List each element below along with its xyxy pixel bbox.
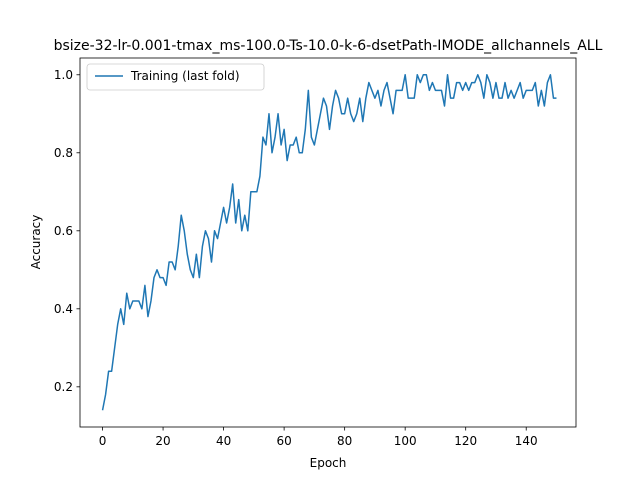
x-tick-label: 40 (216, 434, 231, 448)
y-tick-label: 0.4 (54, 302, 73, 316)
y-tick-label: 1.0 (54, 68, 73, 82)
y-tick-label: 0.6 (54, 224, 73, 238)
x-tick-label: 60 (276, 434, 291, 448)
y-tick-label: 0.8 (54, 146, 73, 160)
x-tick-label: 20 (155, 434, 170, 448)
y-tick-label: 0.2 (54, 380, 73, 394)
x-axis: 0 20 40 60 80 100 120 140 (99, 427, 538, 448)
chart-title: bsize-32-lr-0.001-tmax_ms-100.0-Ts-10.0-… (54, 38, 603, 54)
legend-box (86, 63, 265, 91)
legend-label: Training (last fold) (130, 69, 240, 83)
x-axis-label: Epoch (310, 456, 347, 470)
y-axis-label: Accuracy (29, 215, 43, 270)
x-tick-label: 140 (515, 434, 538, 448)
x-tick-label: 100 (394, 434, 417, 448)
series-line-training (101, 74, 557, 411)
legend: Training (last fold) (86, 63, 265, 91)
y-axis: 0.2 0.4 0.6 0.8 1.0 (54, 68, 80, 394)
plot-frame (79, 57, 577, 428)
x-tick-label: 0 (99, 434, 107, 448)
x-tick-label: 80 (337, 434, 352, 448)
x-tick-label: 120 (454, 434, 477, 448)
